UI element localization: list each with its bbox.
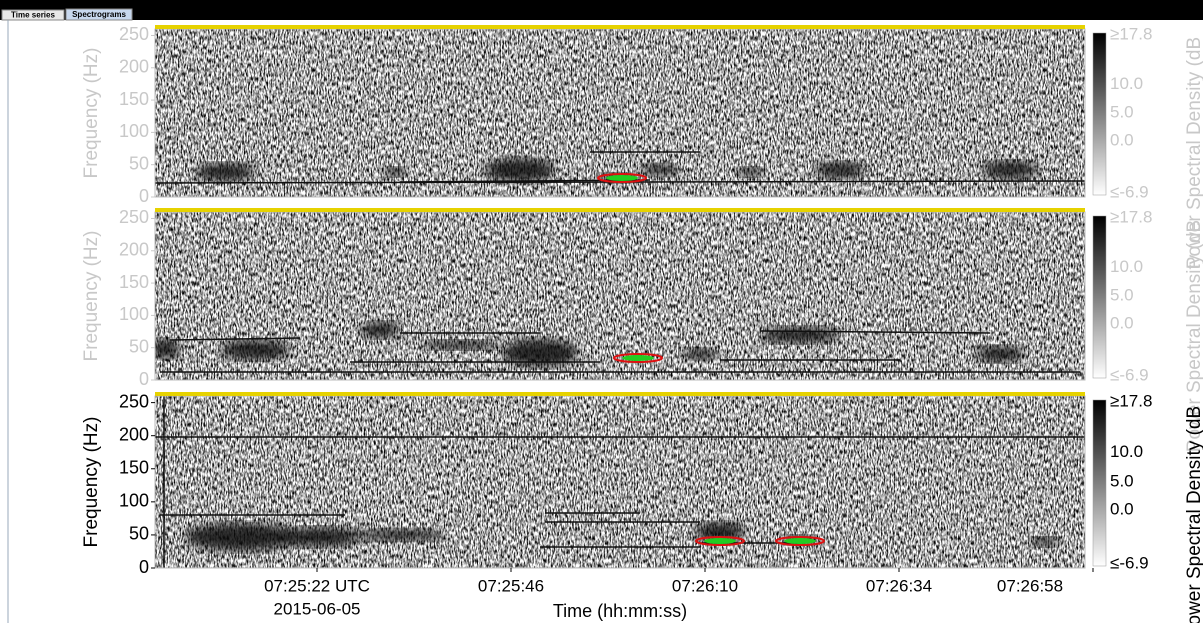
colorbar	[1092, 215, 1107, 379]
colorbar-tick-label: 10.0	[1110, 442, 1143, 461]
signal-blob	[975, 346, 1025, 362]
signal-blob	[355, 529, 445, 541]
colorbar-tick-label: ≥17.8	[1110, 24, 1152, 43]
y-tick-label: 250	[119, 207, 149, 227]
y-tick-label: 150	[119, 272, 149, 292]
signal-blob	[502, 339, 578, 367]
x-axis-label: Time (hh:mm:ss)	[553, 601, 687, 621]
signal-blob	[420, 340, 500, 350]
signal-blob	[736, 167, 764, 177]
colorbar-tick-label: 5.0	[1110, 471, 1134, 490]
colorbar-tick-label: 10.0	[1110, 257, 1143, 276]
detection	[784, 538, 816, 544]
signal-blob	[280, 527, 360, 547]
y-tick-label: 50	[129, 336, 149, 356]
colorbar-tick-label: ≥17.8	[1110, 207, 1152, 226]
colorbar-tick-label: 0.0	[1110, 130, 1134, 149]
y-axis-label: Frequency (Hz)	[81, 417, 102, 548]
signal-line	[169, 337, 301, 341]
colorbar-tick-label: 0.0	[1110, 500, 1134, 519]
y-tick-label: 150	[119, 458, 149, 478]
y-tick-label: 0	[139, 557, 149, 577]
colorbar-label: Power Spectral Density (dB	[1184, 220, 1203, 452]
y-axis-label: Frequency (Hz)	[81, 231, 102, 362]
selection-bar	[155, 25, 1085, 29]
signal-blob	[982, 161, 1038, 179]
y-tick-label: 0	[139, 186, 149, 206]
y-tick-label: 50	[129, 524, 149, 544]
detection	[606, 175, 638, 181]
spectrogram-noise	[155, 212, 1085, 380]
colorbar-tick-label: ≤-6.9	[1110, 365, 1149, 384]
y-axis-label: Frequency (Hz)	[81, 48, 102, 179]
tab-label[interactable]: Spectrograms	[72, 10, 126, 19]
colorbar-tick-label: ≤-6.9	[1110, 182, 1149, 201]
y-tick-label: 0	[139, 369, 149, 389]
spectrogram	[155, 29, 1085, 197]
x-date-label: 2015-06-05	[274, 599, 361, 618]
y-tick-label: 200	[119, 240, 149, 260]
signal-blob	[1160, 536, 1180, 544]
tab-label[interactable]: Time series	[11, 11, 55, 20]
y-tick-label: 100	[119, 304, 149, 324]
detection	[622, 355, 654, 361]
signal-blob	[1030, 537, 1060, 547]
selection-bar	[155, 208, 1085, 212]
colorbar-tick-label: ≥17.8	[1110, 391, 1152, 410]
detection-outline	[613, 353, 663, 363]
colorbar-tick-label: 10.0	[1110, 74, 1143, 93]
signal-blob	[360, 322, 400, 338]
x-tick-label: 07:26:58	[997, 576, 1063, 595]
x-tick-label: 07:26:34	[866, 576, 932, 595]
colorbar-tick-label: ≤-6.9	[1110, 553, 1149, 572]
tab-bar	[0, 0, 1203, 20]
colorbar	[1092, 399, 1107, 567]
colorbar	[1092, 32, 1107, 196]
y-tick-label: 250	[119, 24, 149, 44]
spectrogram	[155, 396, 1180, 568]
signal-blob	[682, 348, 718, 360]
colorbar-label: Power Spectral Density (dB	[1184, 406, 1203, 623]
x-tick-label: 07:25:46	[478, 576, 544, 595]
signal-blob	[760, 327, 840, 343]
signal-blob	[485, 158, 555, 182]
selection-bar	[155, 392, 1085, 396]
colorbar-tick-label: 0.0	[1110, 313, 1134, 332]
signal-blob	[155, 339, 180, 359]
signal-blob	[220, 340, 290, 360]
y-tick-label: 200	[119, 424, 149, 444]
y-tick-label: 200	[119, 57, 149, 77]
colorbar-tick-label: 5.0	[1110, 102, 1134, 121]
signal-blob	[195, 163, 255, 181]
signal-blob	[185, 523, 295, 551]
y-tick-label: 100	[119, 491, 149, 511]
detection-outline	[775, 536, 825, 546]
signal-blob	[383, 167, 407, 177]
x-tick-label: 07:26:10	[672, 576, 738, 595]
y-tick-label: 50	[129, 153, 149, 173]
signal-blob	[815, 162, 865, 178]
y-tick-label: 150	[119, 89, 149, 109]
detection	[704, 538, 736, 544]
tab-active[interactable]	[65, 8, 133, 21]
colorbar-tick-label: 5.0	[1110, 285, 1134, 304]
y-tick-label: 250	[119, 391, 149, 411]
signal-blob	[640, 164, 680, 176]
detection-outline	[695, 536, 745, 546]
spectrogram-noise	[155, 29, 1085, 197]
x-tick-label: 07:25:22 UTC	[264, 576, 370, 595]
detection-outline	[597, 173, 647, 183]
y-tick-label: 100	[119, 121, 149, 141]
tab[interactable]	[1, 9, 65, 21]
signal-line	[759, 330, 991, 334]
colorbar-label: Power Spectral Density (dB	[1184, 37, 1203, 269]
spectrogram	[155, 212, 1085, 380]
